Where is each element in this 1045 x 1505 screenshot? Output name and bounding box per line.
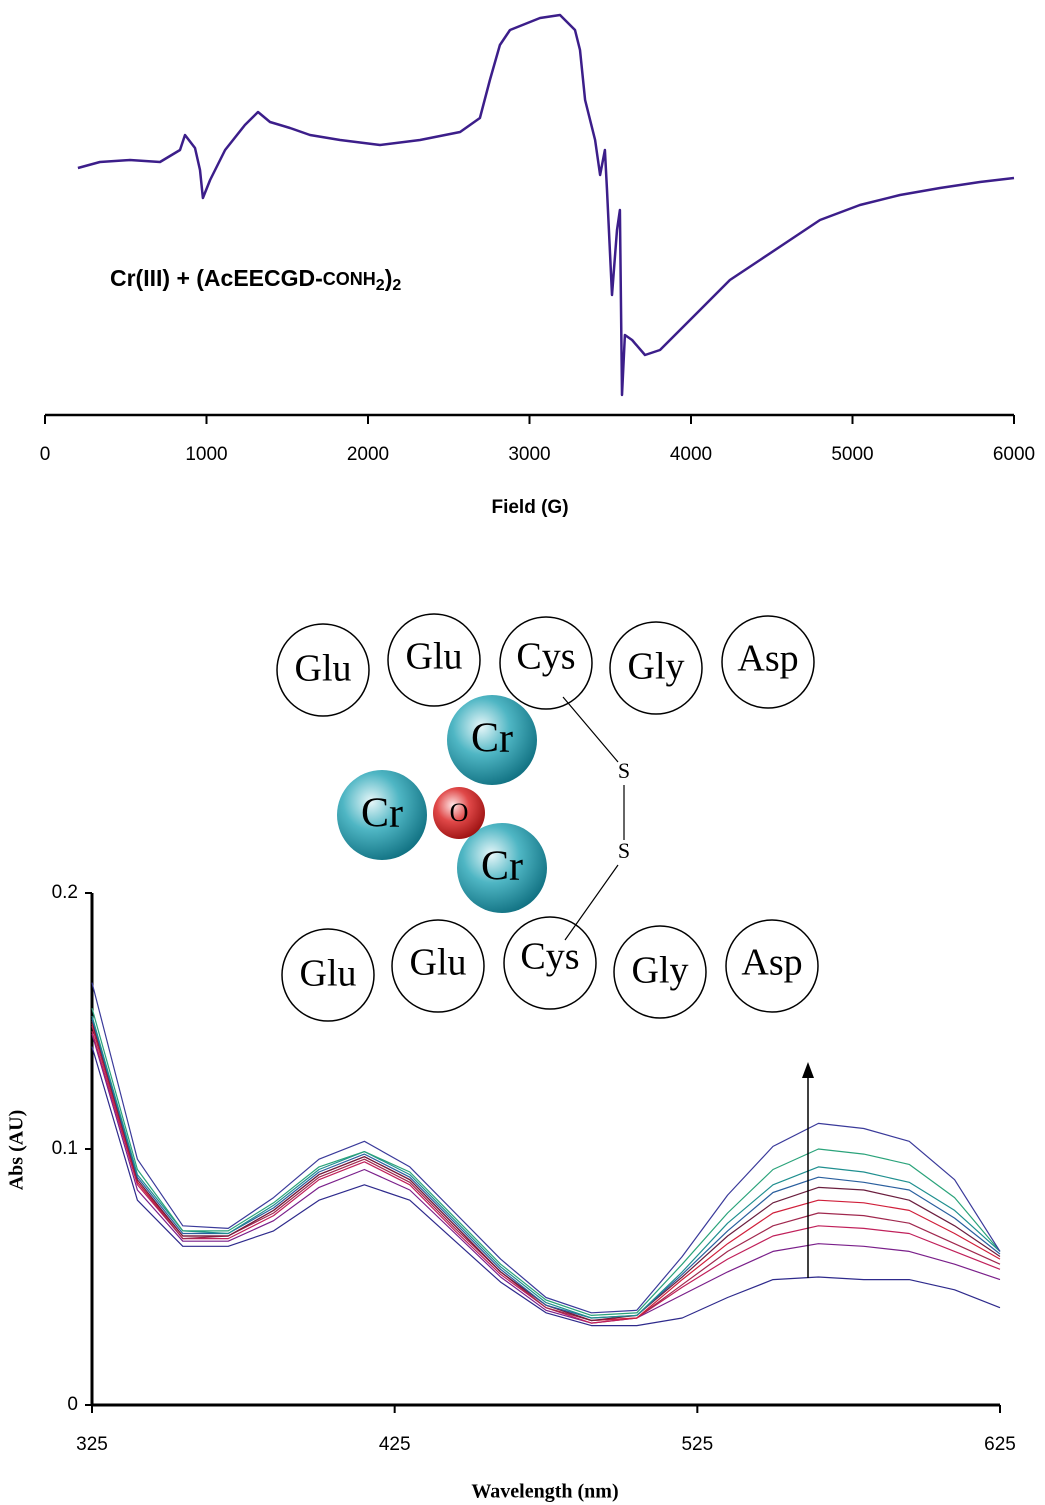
data-line	[91, 1018, 1001, 1319]
chart-layers: 0 1000 2000 3000 4000 5000 6000 325 425 525 625 0 0.…	[40, 13, 1035, 1455]
data-line	[91, 1015, 1001, 1319]
annotation-part: CONH	[323, 269, 376, 289]
data-line	[91, 1020, 1001, 1322]
data-line	[77, 13, 1015, 397]
atom-label: O	[450, 798, 469, 827]
residue-circles	[276, 613, 819, 1022]
residue-circle	[613, 925, 707, 1019]
data-line	[91, 1046, 1001, 1327]
oxygen-atom	[433, 787, 485, 839]
residue-label: Glu	[295, 648, 352, 690]
x-tick-label: 425	[379, 1434, 411, 1455]
sulfur-label: S	[618, 758, 630, 783]
atom-label: Cr	[471, 716, 513, 762]
residue-circle	[276, 623, 370, 717]
residue-label: Cys	[520, 936, 579, 978]
x-tick-label: 625	[984, 1434, 1016, 1455]
x-tick-label: 2000	[347, 444, 389, 465]
bond	[562, 696, 619, 763]
residue-label: Asp	[741, 942, 802, 984]
residue-label: Glu	[410, 942, 467, 984]
y-tick-label: 0.2	[52, 882, 78, 903]
x-tick-label: 325	[76, 1434, 108, 1455]
annotation-part: Cr(III) + (AcEECGD-	[110, 265, 323, 291]
residue-circle	[609, 621, 703, 715]
x-tick-label: 1000	[185, 444, 227, 465]
residue-circle	[499, 616, 593, 710]
residue-label: Cys	[516, 636, 575, 678]
data-line	[91, 1008, 1001, 1316]
x-axis-label: Wavelength (nm)	[471, 1481, 618, 1503]
residue-label: Glu	[406, 636, 463, 678]
x-tick-label: 0	[40, 444, 51, 465]
annotation-part: )	[385, 265, 393, 291]
data-line	[91, 982, 1001, 1314]
atom-label: Cr	[361, 791, 403, 837]
chromium-atom	[337, 770, 427, 860]
residue-label: Gly	[628, 646, 685, 688]
y-tick-label: 0	[67, 1394, 78, 1415]
atom-label: Cr	[481, 844, 523, 890]
y-axis-label: Abs (AU)	[6, 1110, 28, 1191]
arrow-head	[802, 1062, 814, 1078]
residue-label: Asp	[737, 638, 798, 680]
residue-label: Gly	[632, 950, 689, 992]
x-tick-label: 5000	[831, 444, 873, 465]
residue-circle	[387, 613, 481, 707]
x-tick-label: 4000	[670, 444, 712, 465]
chromium-atom	[457, 823, 547, 913]
x-tick-label: 525	[681, 1434, 713, 1455]
residue-circle	[725, 919, 819, 1013]
x-axis-label: Field (G)	[491, 497, 568, 518]
residue-circle	[391, 919, 485, 1013]
annotation-part: 2	[392, 277, 401, 294]
residue-circle	[721, 615, 815, 709]
annotation: Cr(III) + (AcEECGD-CONH2)2	[110, 265, 401, 294]
residue-circle	[281, 928, 375, 1022]
data-line	[91, 1033, 1001, 1324]
y-tick-label: 0.1	[52, 1138, 78, 1159]
chromium-atom	[447, 695, 537, 785]
data-line	[91, 1025, 1001, 1322]
sulfur-label: S	[618, 838, 630, 863]
x-tick-label: 3000	[508, 444, 550, 465]
x-tick-label: 6000	[993, 444, 1035, 465]
residue-circle	[503, 916, 597, 1010]
disulfide-bonds	[562, 696, 625, 941]
residue-label: Glu	[300, 953, 357, 995]
bond	[564, 864, 619, 941]
annotation-part: 2	[376, 277, 385, 294]
